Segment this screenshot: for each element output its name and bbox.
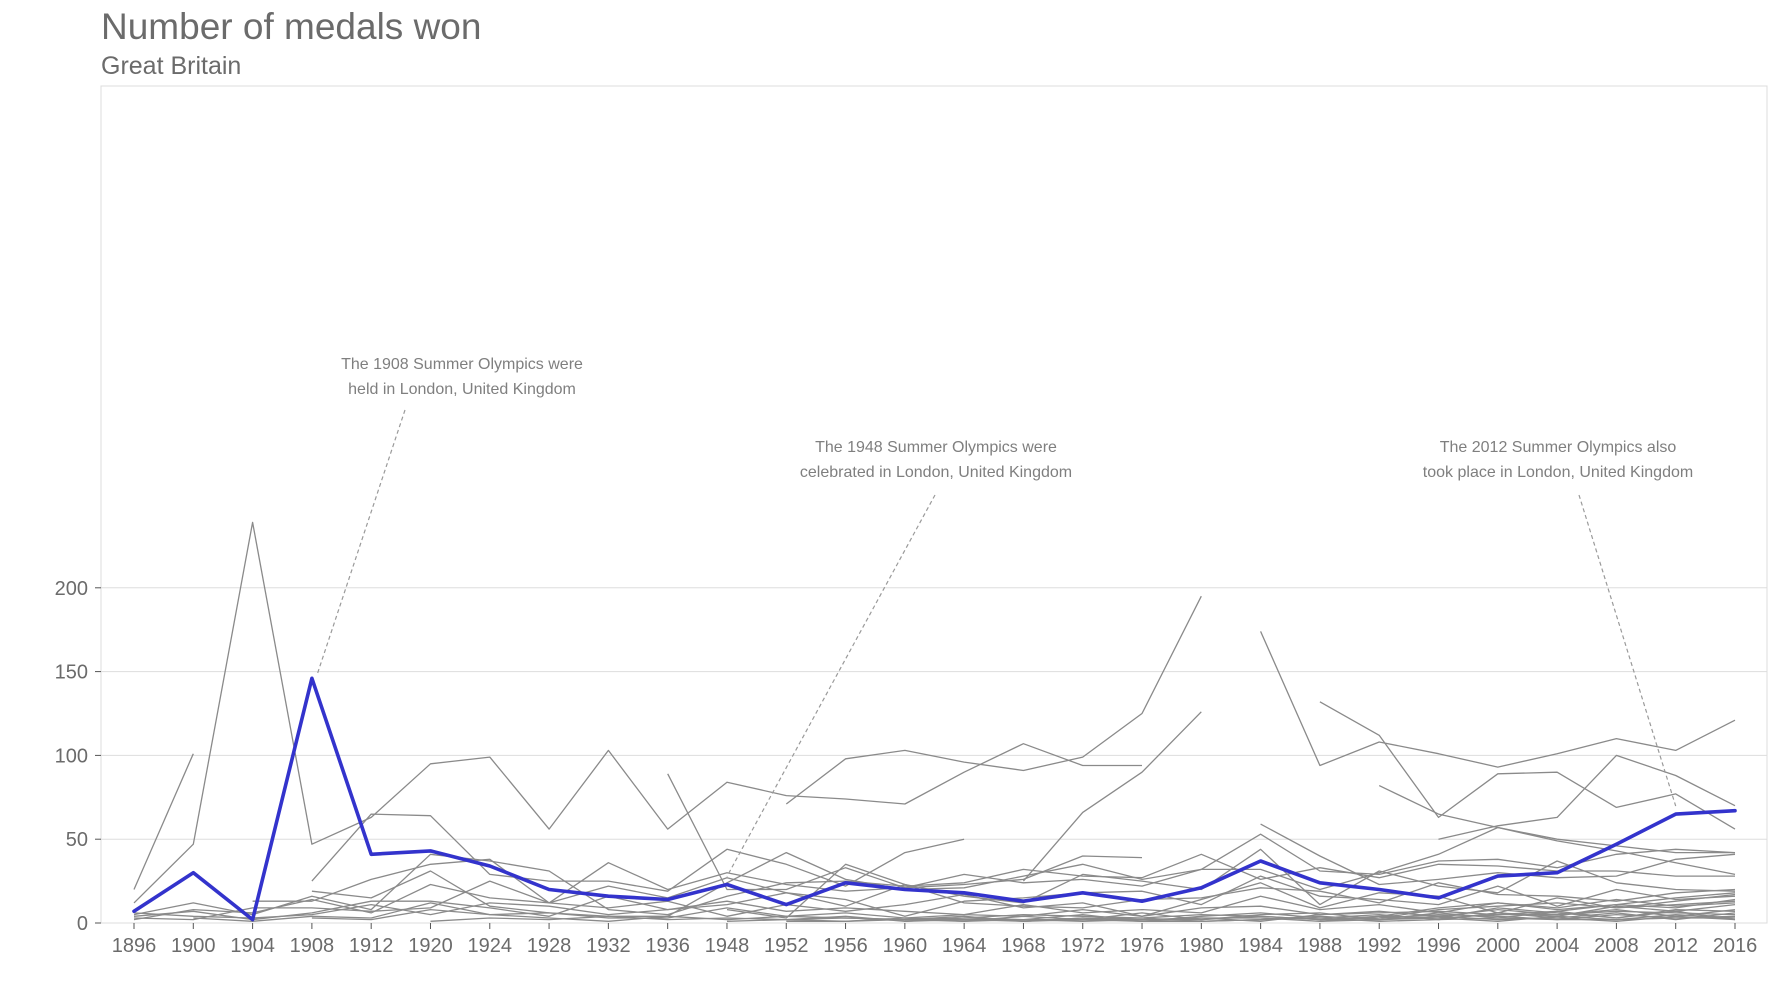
x-tick-label: 1904 bbox=[230, 935, 275, 957]
annotation-text: The 2012 Summer Olympics also bbox=[1440, 439, 1677, 456]
series-line bbox=[1023, 908, 1736, 922]
x-tick-label: 2012 bbox=[1653, 935, 1698, 957]
annotation-text: held in London, United Kingdom bbox=[348, 381, 576, 398]
series-line bbox=[133, 875, 1736, 921]
x-tick-label: 1912 bbox=[349, 935, 394, 957]
x-tick-label: 2016 bbox=[1713, 935, 1758, 957]
series-line bbox=[785, 595, 1202, 805]
chart-title: Number of medals won bbox=[101, 6, 482, 47]
annotations: The 1908 Summer Olympics were held in Lon… bbox=[341, 356, 1693, 481]
highlight-series bbox=[132, 676, 1737, 922]
x-tick-label: 1896 bbox=[112, 935, 157, 957]
grid-lines bbox=[101, 587, 1767, 840]
series-line bbox=[252, 826, 1735, 904]
series-line bbox=[1260, 823, 1736, 886]
x-tick-label: 1952 bbox=[764, 935, 809, 957]
y-axis: 0 50 100 150 200 bbox=[55, 578, 101, 935]
series-line bbox=[1378, 785, 1736, 876]
x-tick-label: 1928 bbox=[527, 935, 572, 957]
series-line bbox=[1438, 892, 1736, 919]
x-tick-label: 1924 bbox=[468, 935, 513, 957]
series-line bbox=[904, 910, 1736, 922]
series-line bbox=[1438, 754, 1736, 840]
y-tick-label: 150 bbox=[55, 662, 88, 684]
y-tick-label: 200 bbox=[55, 578, 88, 600]
y-tick-label: 50 bbox=[66, 829, 88, 851]
x-tick-label: 1996 bbox=[1416, 935, 1461, 957]
series-line bbox=[667, 773, 1143, 891]
x-tick-label: 1960 bbox=[883, 935, 928, 957]
x-tick-label: 1956 bbox=[823, 935, 868, 957]
x-tick-label: 1948 bbox=[705, 935, 750, 957]
x-tick-label: 1964 bbox=[942, 935, 987, 957]
x-tick-label: 2000 bbox=[1476, 935, 1521, 957]
x-tick-label: 1988 bbox=[1298, 935, 1343, 957]
x-tick-label: 1984 bbox=[1238, 935, 1283, 957]
x-tick-label: 2004 bbox=[1535, 935, 1580, 957]
annotation-text: The 1908 Summer Olympics were bbox=[341, 356, 583, 373]
highlight-line bbox=[132, 676, 1737, 922]
x-tick-label: 1920 bbox=[408, 935, 453, 957]
x-tick-label: 1932 bbox=[586, 935, 631, 957]
annotation-text: The 1948 Summer Olympics were bbox=[815, 439, 1057, 456]
annotation-leader bbox=[316, 409, 406, 676]
x-tick-label: 1976 bbox=[1120, 935, 1165, 957]
x-tick-label: 1980 bbox=[1179, 935, 1224, 957]
x-tick-label: 1972 bbox=[1060, 935, 1105, 957]
x-tick-label: 1936 bbox=[645, 935, 690, 957]
chart-subtitle: Great Britain bbox=[101, 52, 242, 80]
x-tick-label: 1968 bbox=[1001, 935, 1046, 957]
series-line bbox=[1438, 903, 1736, 921]
x-tick-label: 1908 bbox=[290, 935, 335, 957]
x-axis: 1896 1900 1904 1908 1912 1920 1924 1928 1932 1936… bbox=[112, 923, 1758, 957]
other-series-lines bbox=[133, 521, 1736, 922]
series-line bbox=[133, 753, 194, 890]
annotation-leader bbox=[1578, 494, 1677, 807]
annotation-leaders bbox=[316, 409, 1677, 877]
series-line bbox=[133, 521, 1142, 904]
annotation-text: took place in London, United Kingdom bbox=[1423, 464, 1693, 481]
annotation-leader bbox=[726, 494, 936, 877]
series-line bbox=[193, 902, 1736, 922]
x-tick-label: 1992 bbox=[1357, 935, 1402, 957]
y-tick-label: 0 bbox=[77, 913, 88, 935]
annotation-text: celebrated in London, United Kingdom bbox=[800, 464, 1072, 481]
series-line bbox=[786, 912, 1736, 922]
series-line bbox=[726, 848, 1736, 919]
series-line bbox=[133, 853, 1735, 916]
series-line bbox=[1260, 631, 1736, 768]
series-line bbox=[1022, 711, 1202, 882]
series-line bbox=[311, 907, 1736, 922]
series-line bbox=[1319, 898, 1736, 922]
series-line bbox=[786, 913, 1736, 922]
series-line bbox=[1319, 701, 1736, 830]
x-tick-label: 1900 bbox=[171, 935, 216, 957]
x-tick-label: 2008 bbox=[1594, 935, 1639, 957]
y-tick-label: 100 bbox=[55, 745, 88, 767]
plot-panel bbox=[100, 85, 1768, 924]
